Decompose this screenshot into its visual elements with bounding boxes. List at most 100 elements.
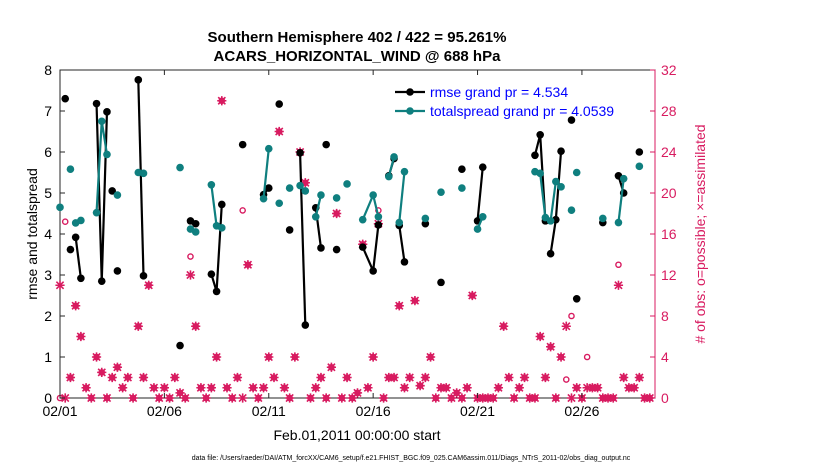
obs-assimilated-marker: [76, 331, 86, 342]
obs-assimilated-marker: [389, 372, 399, 383]
obs-assimilated-marker: [551, 393, 561, 403]
obs-assimilated-marker: [332, 208, 342, 219]
obs-assimilated-marker: [211, 352, 222, 362]
rmse-point: [572, 294, 581, 303]
obs-assimilated-marker: [452, 388, 462, 398]
rmse-point: [400, 258, 409, 266]
obs-assimilated-marker: [587, 383, 597, 393]
rmse-point: [369, 267, 377, 275]
totalspread-point: [217, 224, 226, 232]
obs-assimilated-marker: [546, 342, 556, 352]
obs-assimilated-marker: [342, 372, 352, 383]
rmse-point: [77, 274, 85, 283]
obs-assimilated-marker: [582, 383, 592, 393]
rmse-point: [217, 200, 226, 209]
rmse-point: [567, 116, 576, 124]
rmse-point: [635, 148, 644, 156]
obs-assimilated-marker: [107, 372, 117, 383]
totalspread-point: [113, 191, 122, 199]
obs-assimilated-marker: [363, 383, 373, 393]
obs-assimilated-marker: [425, 352, 436, 362]
obs-assimilated-marker: [509, 393, 519, 403]
rmse-point: [212, 287, 221, 296]
obs-assimilated-marker: [133, 321, 143, 331]
y2-tick-label: 12: [661, 267, 677, 283]
rmse-point: [437, 278, 445, 287]
rmse-point: [103, 108, 111, 116]
rmse-point: [301, 321, 310, 329]
totalspread-point: [139, 169, 148, 178]
obs-assimilated-marker: [634, 372, 644, 383]
obs-assimilated-marker: [499, 321, 509, 331]
legend-spread-marker: [406, 107, 414, 115]
obs-assimilated-marker: [102, 393, 112, 403]
obs-assimilated-marker: [138, 372, 149, 383]
rmse-point: [557, 147, 565, 155]
totalspread-point: [191, 228, 200, 236]
y2-tick-label: 24: [661, 144, 677, 160]
totalspread-point: [572, 168, 581, 177]
obs-assimilated-marker: [572, 383, 582, 393]
obs-assimilated-marker: [483, 393, 493, 403]
obs-assimilated-marker: [566, 393, 577, 403]
obs-assimilated-marker: [462, 383, 472, 393]
totalspread-point: [296, 181, 304, 190]
totalspread-point: [97, 117, 106, 126]
obs-assimilated-marker: [274, 126, 284, 137]
obs-assimilated-marker: [300, 178, 310, 188]
obs-assimilated-marker: [561, 321, 571, 331]
obs-assimilated-marker: [493, 383, 504, 393]
totalspread-point: [92, 208, 101, 217]
obs-assimilated-marker: [149, 383, 159, 393]
footer-datafile: data file: /Users/raeder/DAI/ATM_forcXX/…: [192, 455, 631, 462]
rmse-line: [298, 152, 307, 326]
obs-assimilated-marker: [305, 393, 316, 403]
obs-assimilated-marker: [431, 393, 441, 403]
obs-possible-marker: [568, 312, 575, 320]
totalspread-point: [567, 206, 576, 215]
rmse-point: [264, 184, 273, 192]
obs-assimilated-marker: [222, 383, 232, 393]
rmse-point: [332, 245, 341, 254]
obs-possible-marker: [615, 261, 622, 269]
totalspread-point: [437, 188, 445, 196]
obs-possible-marker: [187, 253, 194, 260]
rmse-line: [476, 167, 484, 221]
obs-assimilated-marker: [368, 352, 378, 362]
obs-assimilated-marker: [613, 280, 624, 290]
obs-assimilated-marker: [394, 301, 404, 311]
obs-assimilated-marker: [326, 362, 337, 372]
totalspread-point: [285, 184, 294, 192]
rmse-point: [71, 233, 80, 242]
totalspread-point: [395, 218, 404, 227]
obs-assimilated-marker: [478, 393, 488, 403]
obs-assimilated-marker: [81, 383, 91, 393]
obs-possible-marker: [583, 353, 591, 361]
obs-assimilated-marker: [592, 383, 603, 393]
rmse-line: [137, 79, 145, 276]
obs-assimilated-marker: [321, 393, 331, 403]
x-tick-label: 02/11: [252, 403, 286, 419]
obs-assimilated-marker: [185, 270, 196, 280]
obs-assimilated-marker: [378, 393, 389, 403]
rmse-point: [374, 221, 383, 229]
obs-assimilated-marker: [248, 383, 258, 393]
totalspread-point: [176, 163, 184, 172]
rmse-line: [398, 225, 406, 263]
totalspread-point: [343, 180, 351, 188]
rmse-point: [358, 243, 367, 251]
chart-title-line2: ACARS_HORIZONTAL_WIND @ 688 hPa: [214, 48, 502, 65]
obs-assimilated-marker: [285, 393, 295, 403]
rmse-point: [92, 99, 101, 108]
axis-ticks: 02/01 02/06 02/11 02/16 02/21 02/260123456780…: [42, 62, 676, 419]
obs-assimilated-marker: [530, 393, 540, 403]
obs-assimilated-marker: [243, 260, 253, 270]
totalspread-point: [358, 215, 367, 224]
x-axis-label: Feb.01,2011 00:00:00 start: [273, 427, 440, 443]
rmse-point: [546, 249, 555, 258]
obs-assimilated-marker: [71, 301, 81, 311]
rmse-point: [536, 130, 544, 139]
totalspread-point: [421, 214, 430, 223]
obs-assimilated-marker: [525, 393, 535, 403]
